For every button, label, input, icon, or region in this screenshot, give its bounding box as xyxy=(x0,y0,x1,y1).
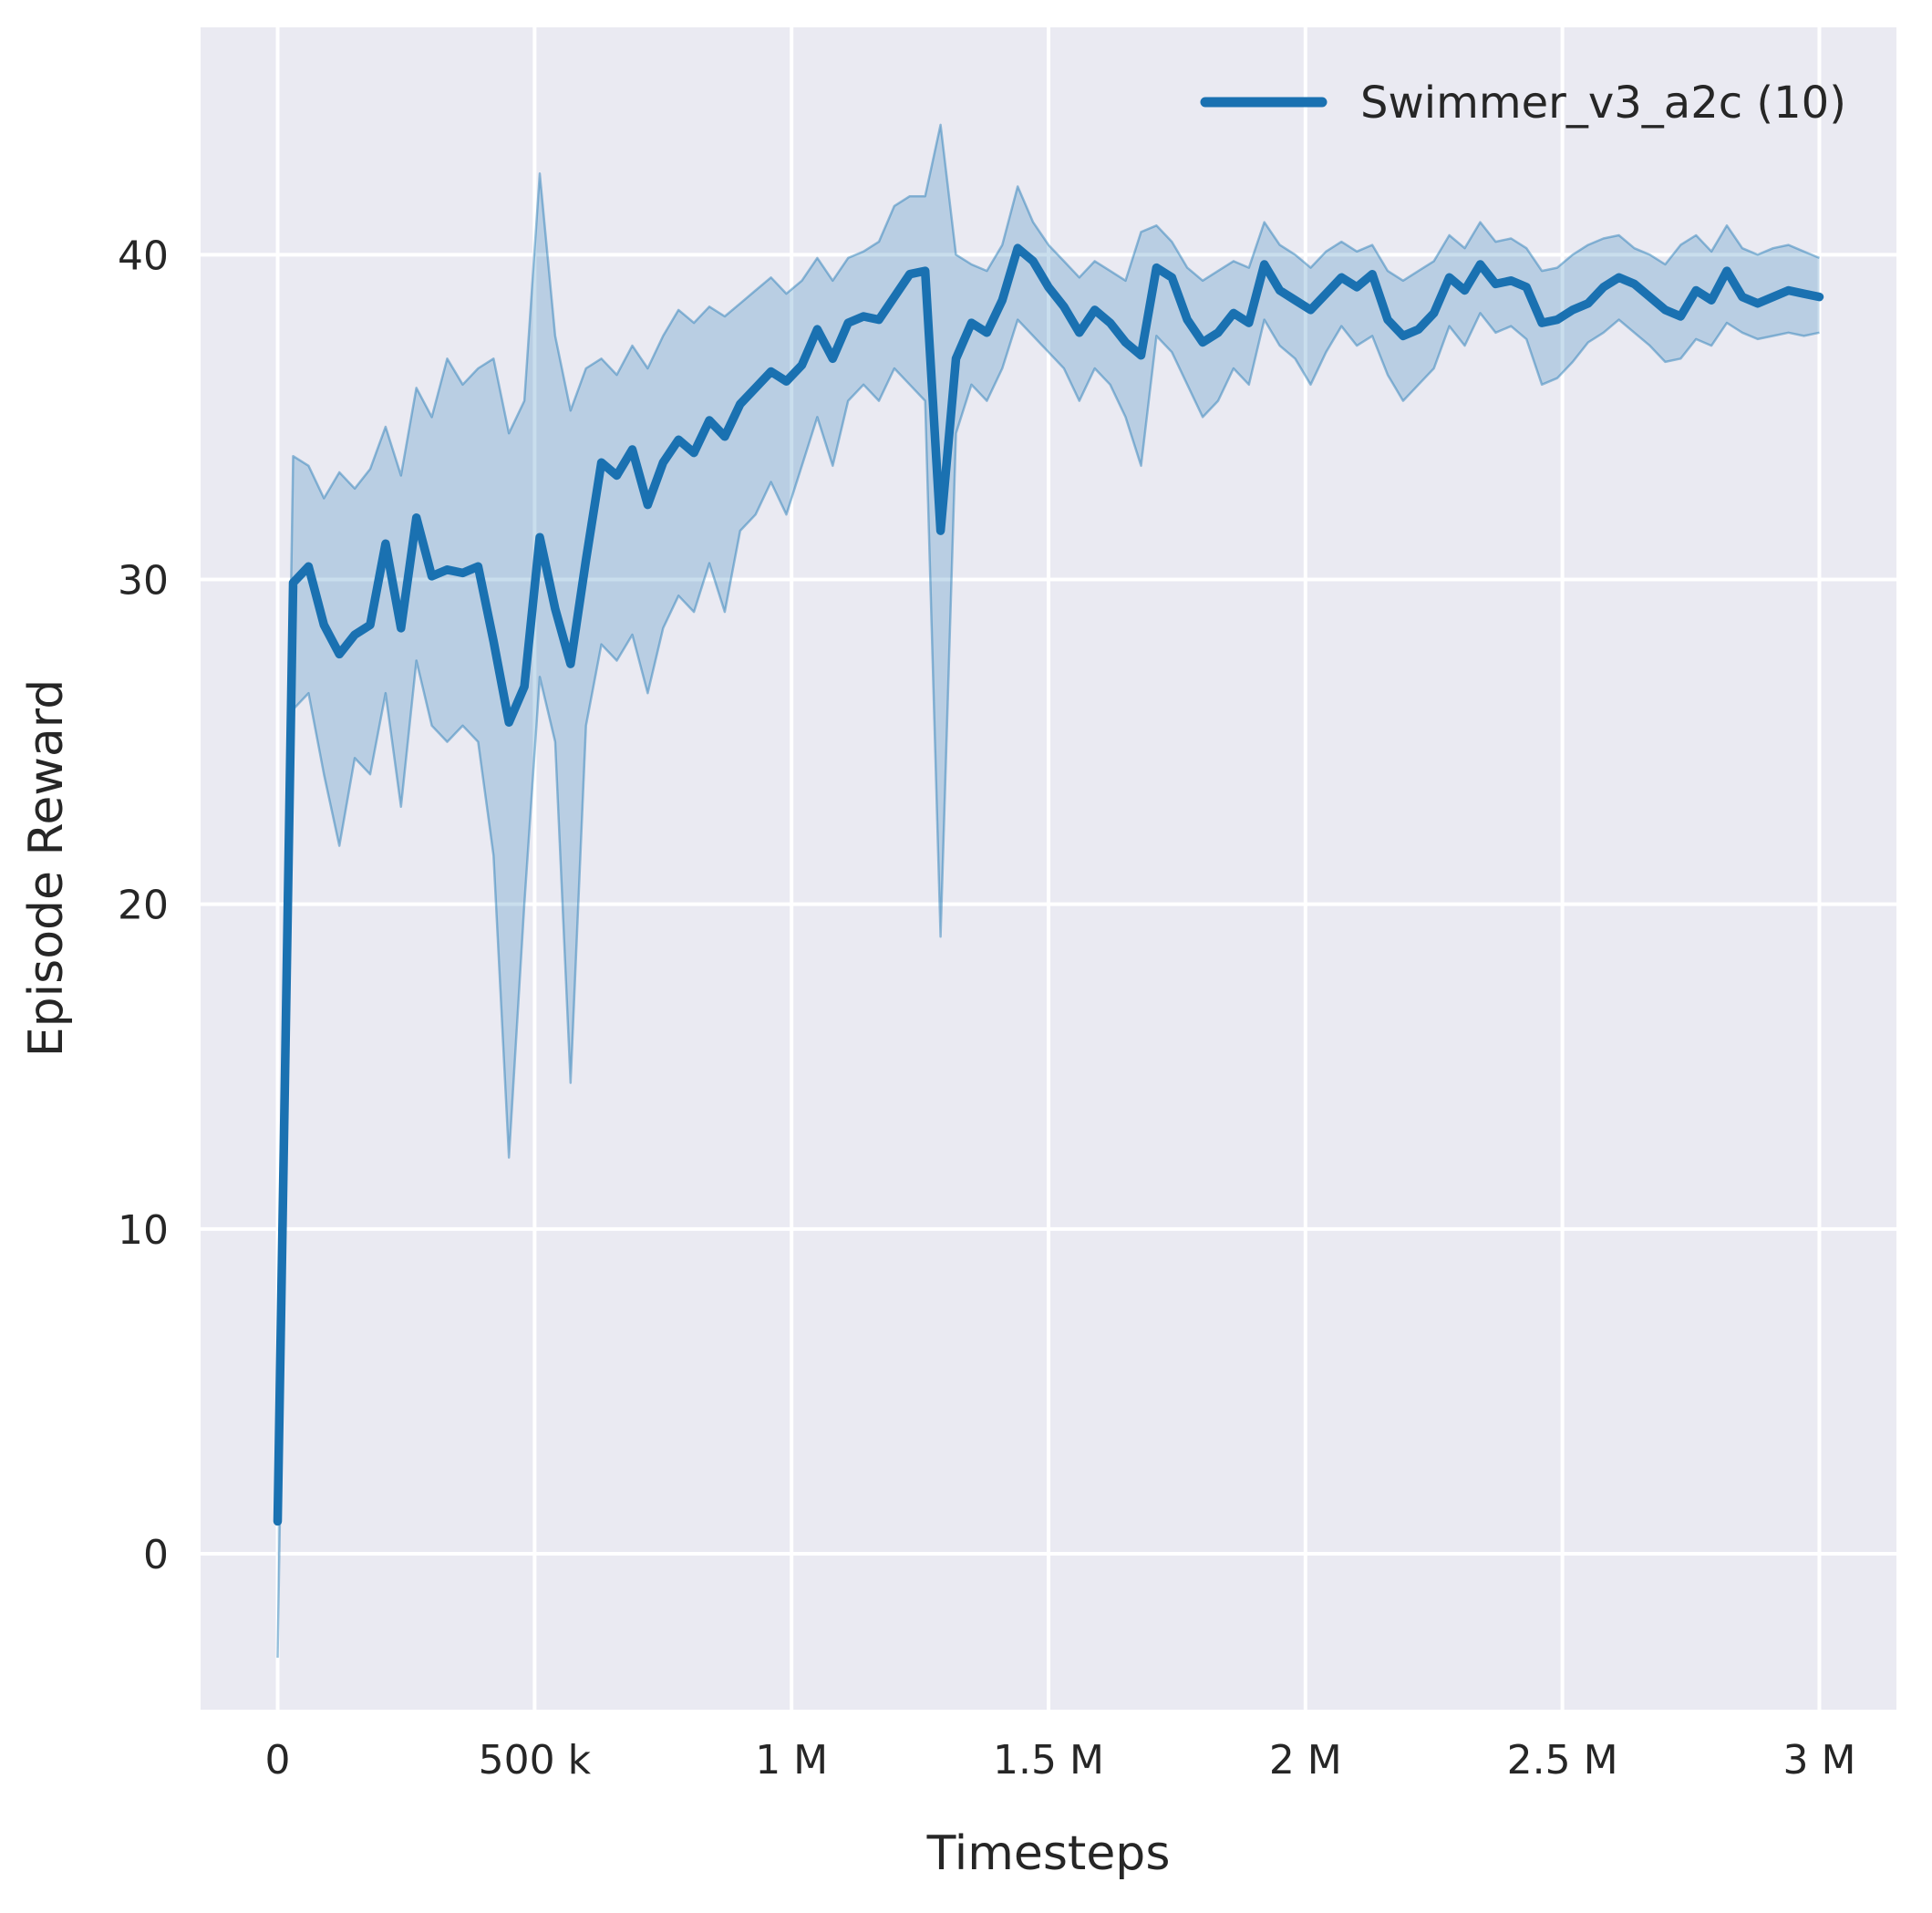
x-tick-label: 500 k xyxy=(479,1737,592,1784)
band-lower-edge xyxy=(276,312,1820,1659)
x-tick-label: 0 xyxy=(265,1737,291,1784)
y-tick-labels: 0 10 20 30 40 xyxy=(118,233,169,1578)
y-tick-label: 30 xyxy=(118,558,169,605)
y-tick-label: 40 xyxy=(118,233,169,279)
x-axis-label: Timesteps xyxy=(926,1826,1171,1881)
y-axis-label: Episode Reward xyxy=(19,679,74,1057)
legend-label: Swimmer_v3_a2c (10) xyxy=(1360,78,1846,129)
mean-line xyxy=(273,243,1824,1526)
x-tick-label: 2.5 M xyxy=(1507,1737,1618,1784)
y-tick-label: 20 xyxy=(118,883,169,929)
x-tick-label: 1.5 M xyxy=(993,1737,1104,1784)
confidence-band xyxy=(277,124,1820,1658)
gridlines xyxy=(201,27,1896,1710)
band-upper-edge xyxy=(276,123,1820,1424)
x-tick-label: 2 M xyxy=(1269,1737,1342,1784)
series-layer xyxy=(273,123,1824,1659)
y-tick-label: 10 xyxy=(118,1207,169,1254)
x-tick-label: 3 M xyxy=(1782,1737,1855,1784)
y-tick-label: 0 xyxy=(143,1532,169,1578)
legend: Swimmer_v3_a2c (10) xyxy=(1200,78,1846,129)
x-tick-label: 1 M xyxy=(755,1737,828,1784)
x-tick-labels: 0 500 k 1 M 1.5 M 2 M 2.5 M 3 M xyxy=(265,1737,1856,1784)
